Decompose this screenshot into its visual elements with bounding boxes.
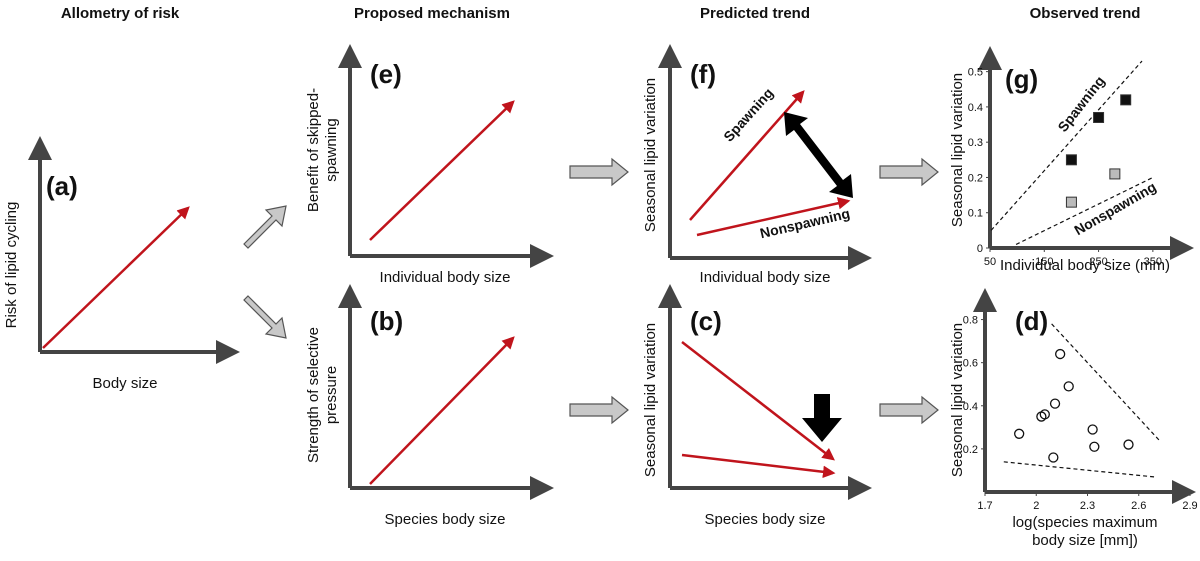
x-tick-label: 50	[984, 256, 996, 268]
x-tick-label: 150	[1035, 256, 1053, 268]
point	[1087, 424, 1098, 435]
y-axis-label: Seasonal lipid variation	[642, 78, 659, 232]
x-tick-label: 1.7	[977, 500, 992, 512]
reference-line	[1003, 461, 1155, 478]
point	[1039, 409, 1050, 420]
reference-line	[990, 60, 1143, 231]
panel-label: (d)	[1015, 306, 1048, 336]
y-tick-label: 0.4	[963, 401, 978, 413]
scatter-chart: (d) Seasonal lipid variation log(species m…	[949, 288, 1198, 549]
point	[1063, 381, 1074, 392]
x-tick-label: 2.6	[1131, 500, 1146, 512]
panel-b: (b) Strength of selectivepressure Specie…	[305, 284, 554, 528]
panel-e: (e) Benefit of skipped-spawning Individu…	[305, 44, 554, 286]
panel-c: (c) Seasonal lipid variation Species bod…	[642, 284, 872, 528]
point	[1089, 441, 1100, 452]
point	[1048, 452, 1059, 463]
x-tick-label: 2.3	[1080, 500, 1095, 512]
annotation: Spawning	[1054, 73, 1107, 135]
y-tick-label: 0.4	[968, 102, 983, 114]
y-tick-label: 0.1	[968, 208, 983, 220]
x-axis-label: Individual body size	[700, 269, 831, 286]
y-tick-label: 0.8	[963, 315, 978, 327]
flow-arrows	[243, 157, 939, 425]
panel-label: (g)	[1005, 64, 1038, 94]
x-axis-label: Individual body size (mm)	[1000, 257, 1170, 274]
x-axis-label: Species body size	[705, 511, 826, 528]
x-axis-label: log(species maximum	[1012, 514, 1157, 531]
reference-line	[1051, 323, 1160, 441]
point	[1109, 168, 1121, 180]
y-tick-label: 0.2	[968, 172, 983, 184]
x-tick-label: 350	[1144, 256, 1162, 268]
y-tick-label: 0.2	[963, 444, 978, 456]
annotation: Spawning	[720, 85, 776, 145]
point	[1065, 196, 1077, 208]
double-arrow	[784, 112, 853, 198]
point	[1055, 348, 1066, 360]
panel-label: (a)	[46, 171, 78, 201]
column-header: Observed trend	[1030, 5, 1141, 22]
panel-a: (a) Risk of lipid cycling Body size	[3, 136, 240, 392]
x-axis-label: Species body size	[385, 511, 506, 528]
panel-label: (b)	[370, 306, 403, 336]
x-tick-label: 2.9	[1182, 500, 1197, 512]
y-axis-label: Benefit of skipped-spawning	[305, 88, 340, 212]
column-header: Allometry of risk	[61, 5, 180, 22]
point	[1123, 439, 1134, 450]
x-axis-label: Body size	[92, 375, 157, 392]
annotation: Nonspawning	[1071, 179, 1158, 239]
scatter-chart: (g) Seasonal lipid variation Individual bo…	[949, 46, 1194, 274]
y-axis-label: Seasonal lipid variation	[642, 323, 659, 477]
panel-label: (c)	[690, 306, 722, 336]
y-axis-label: Seasonal lipid variation	[949, 323, 966, 477]
x-axis-label: body size [mm])	[1032, 532, 1138, 549]
y-tick-label: 0	[977, 243, 983, 255]
x-tick-label: 250	[1089, 256, 1107, 268]
y-axis-label: Risk of lipid cycling	[3, 202, 20, 329]
point	[1093, 111, 1105, 123]
panel-label: (e)	[370, 59, 402, 89]
panel-label: (f)	[690, 59, 716, 89]
down-arrow	[802, 394, 842, 442]
y-tick-label: 0.6	[963, 358, 978, 370]
y-axis-label: Seasonal lipid variation	[949, 73, 966, 227]
column-header: Proposed mechanism	[354, 5, 510, 22]
point	[1065, 154, 1077, 166]
x-axis-label: Individual body size	[380, 269, 511, 286]
y-tick-label: 0.5	[968, 67, 983, 79]
x-tick-label: 2	[1033, 500, 1039, 512]
point	[1049, 398, 1061, 409]
column-header: Predicted trend	[700, 5, 810, 22]
panel-f: (f) Seasonal lipid variation Individual …	[642, 44, 872, 286]
point	[1120, 94, 1132, 106]
reference-line	[1015, 176, 1154, 246]
y-tick-label: 0.3	[968, 137, 983, 149]
y-axis-label: Strength of selectivepressure	[305, 327, 340, 463]
point	[1014, 428, 1025, 439]
